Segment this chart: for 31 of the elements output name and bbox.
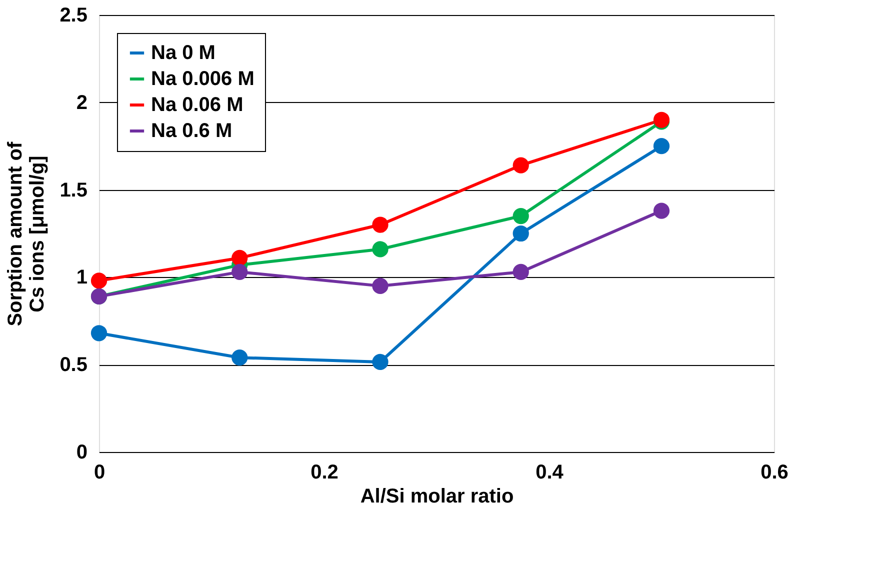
x-tick-label: 0.2: [310, 462, 338, 484]
y-tick-label: 2.5: [60, 4, 88, 26]
point: [232, 350, 248, 366]
y-tick-label: 1.5: [60, 179, 88, 202]
x-tick-label: 0: [94, 462, 106, 484]
legend-label: Na 0 M: [151, 42, 216, 64]
point: [372, 241, 388, 258]
y-tick-label: 1: [76, 266, 88, 289]
point: [372, 354, 388, 370]
point: [653, 138, 670, 154]
x-axis-title: Al/Si molar ratio: [360, 486, 514, 508]
point: [653, 202, 670, 219]
y-tick-label: 2: [76, 92, 88, 114]
point: [90, 325, 108, 342]
y-axis-title: Sorption amount of Cs ions [μmol/g]: [4, 141, 49, 326]
point: [232, 264, 248, 280]
legend-label: Na 0.006 M: [151, 68, 254, 90]
point: [512, 264, 529, 280]
y-tick-label: 0.5: [60, 354, 88, 376]
legend-label: Na 0.6 M: [151, 120, 232, 142]
legend-label: Na 0.06 M: [151, 94, 244, 116]
point: [372, 216, 388, 233]
x-tick-label: 0.4: [536, 462, 564, 484]
y-tick-label: 0: [76, 442, 88, 464]
point: [512, 225, 529, 242]
x-tick-label: 0.6: [760, 462, 788, 484]
point: [512, 208, 529, 224]
point: [90, 272, 108, 289]
point: [512, 157, 529, 174]
point: [372, 278, 388, 294]
point: [232, 250, 248, 266]
